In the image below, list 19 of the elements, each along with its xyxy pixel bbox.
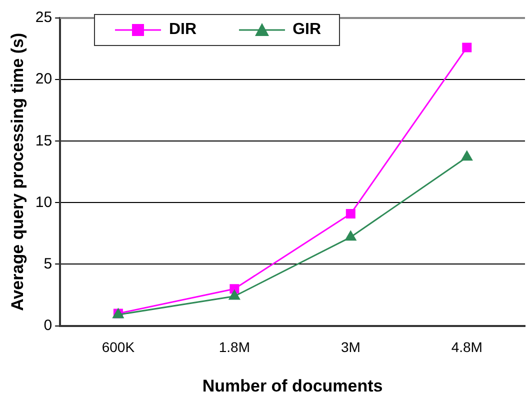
y-tick-label: 5: [44, 255, 52, 272]
legend-label: GIR: [292, 21, 322, 39]
point: [461, 150, 473, 161]
point: [346, 209, 356, 219]
legend-label: DIR: [169, 21, 197, 39]
point: [228, 290, 240, 300]
x-tick-label: 4.8M: [451, 339, 482, 356]
point: [462, 42, 472, 52]
y-tick-label: 15: [35, 132, 52, 150]
y-tick-label: 0: [44, 316, 52, 334]
y-axis-title: Average query processing time (s): [8, 32, 27, 311]
point: [344, 230, 356, 241]
y-tick-label: 25: [35, 9, 52, 26]
y-tick-label: 10: [35, 194, 52, 211]
x-tick-label: 600K: [102, 339, 136, 356]
x-tick-label: 1.8M: [218, 339, 250, 356]
x-axis-title: Number of documents: [202, 376, 383, 396]
x-tick-label: 3M: [340, 339, 360, 356]
y-tick-label: 20: [35, 70, 52, 88]
